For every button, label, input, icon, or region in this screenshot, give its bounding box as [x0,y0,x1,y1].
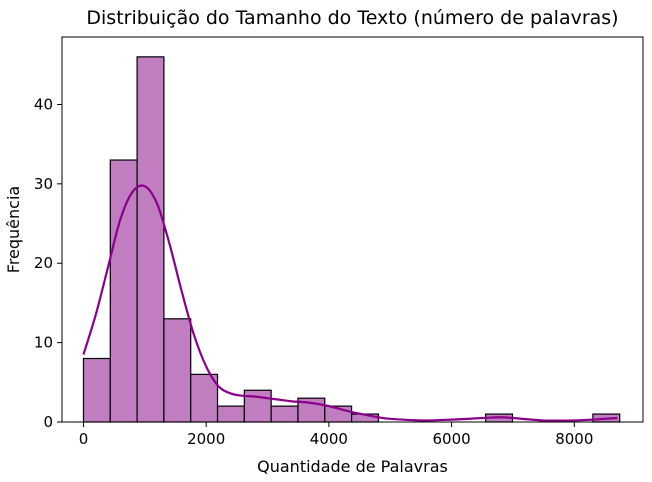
histogram-bars [82,56,621,423]
x-tick-label: 0 [79,430,89,448]
x-tick-label: 6000 [432,430,470,448]
histogram-bar [190,373,219,423]
histogram-bar [109,159,138,423]
y-tick-label: 0 [43,413,53,431]
x-tick-label: 2000 [187,430,225,448]
kde-curve [82,184,618,422]
x-axis-ticks: 0 2000 4000 6000 8000 [79,422,593,448]
histogram-bar [243,389,272,423]
histogram-bar [163,318,192,423]
y-axis-label: Frequência [4,186,23,273]
y-tick-label: 20 [34,254,53,272]
x-axis-label: Quantidade de Palavras [257,457,448,476]
histogram-bar [82,357,111,423]
chart-title: Distribuição do Tamanho do Texto (número… [86,7,618,29]
y-tick-label: 40 [34,95,53,113]
y-tick-label: 30 [34,175,53,193]
histogram-bar [216,405,245,423]
x-tick-label: 4000 [310,430,348,448]
y-tick-label: 10 [34,334,53,352]
y-axis-ticks: 0 10 20 30 40 [34,95,62,431]
histogram-bar [136,56,165,423]
histogram-bar [270,405,299,423]
plot-area-frame [61,36,644,423]
x-tick-label: 8000 [555,430,593,448]
